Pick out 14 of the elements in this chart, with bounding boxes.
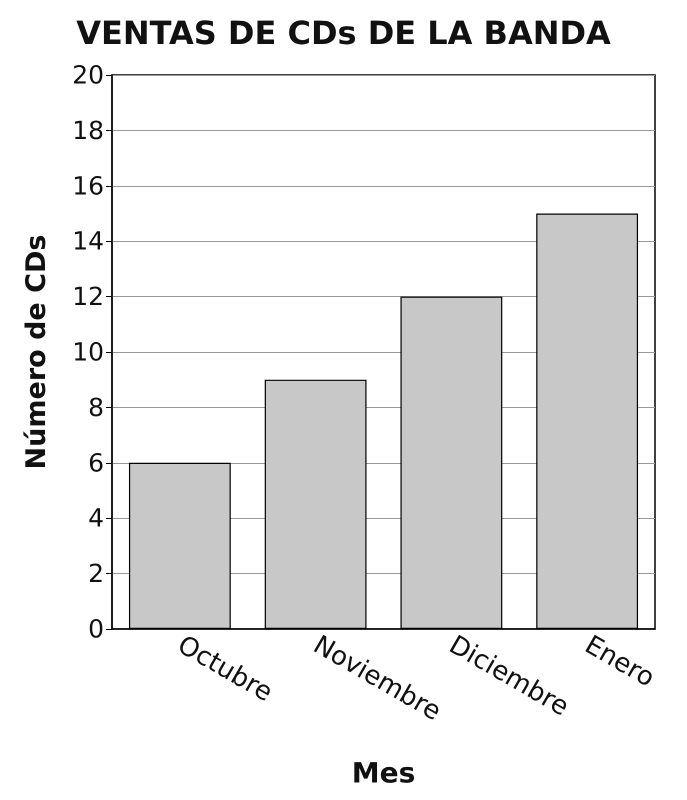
y-tick-label: 2 [88,559,104,588]
y-tick-label: 4 [88,504,104,533]
x-axis-title: Mes [352,756,416,790]
y-tick-label: 14 [72,226,104,256]
y-tick-label: 20 [72,60,104,90]
y-tick-label: 16 [72,171,104,200]
y-tick-label: 10 [72,338,104,366]
y-tick-label: 18 [72,116,104,145]
y-tick-label: 0 [88,614,104,644]
y-axis-title: Número de CDs [21,234,52,470]
y-tick-label: 12 [72,282,104,312]
y-tick-label: 6 [88,448,104,478]
y-tick-label: 8 [88,392,104,422]
chart-title: VENTAS DE CDs DE LA BANDA [76,14,612,52]
